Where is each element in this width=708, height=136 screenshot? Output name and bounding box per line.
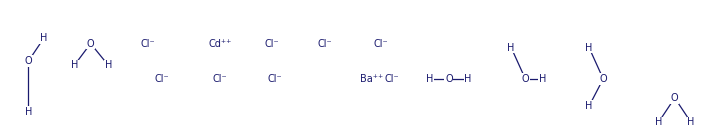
Text: H: H — [105, 60, 112, 70]
Text: Cl⁻: Cl⁻ — [384, 74, 399, 84]
Text: H: H — [464, 74, 472, 84]
Text: H: H — [25, 106, 32, 117]
Text: H: H — [655, 117, 662, 127]
Text: O: O — [445, 74, 452, 84]
Text: O: O — [87, 38, 94, 49]
Text: O: O — [671, 93, 678, 103]
Text: Cd⁺⁺: Cd⁺⁺ — [209, 38, 232, 49]
Text: H: H — [40, 33, 47, 43]
Text: H: H — [508, 43, 515, 53]
Text: Cl⁻: Cl⁻ — [212, 74, 227, 84]
Text: Cl⁻: Cl⁻ — [374, 38, 389, 49]
Text: H: H — [586, 43, 593, 53]
Text: H: H — [71, 60, 78, 70]
Text: H: H — [687, 117, 695, 127]
Text: O: O — [522, 74, 529, 84]
Text: O: O — [25, 56, 32, 66]
Text: Ba⁺⁺: Ba⁺⁺ — [360, 74, 383, 84]
Text: Cl⁻: Cl⁻ — [264, 38, 279, 49]
Text: Cl⁻: Cl⁻ — [154, 74, 169, 84]
Text: Cl⁻: Cl⁻ — [317, 38, 332, 49]
Text: H: H — [426, 74, 433, 84]
Text: O: O — [600, 74, 607, 84]
Text: H: H — [539, 74, 546, 84]
Text: Cl⁻: Cl⁻ — [268, 74, 282, 84]
Text: Cl⁻: Cl⁻ — [140, 38, 155, 49]
Text: H: H — [586, 101, 593, 111]
